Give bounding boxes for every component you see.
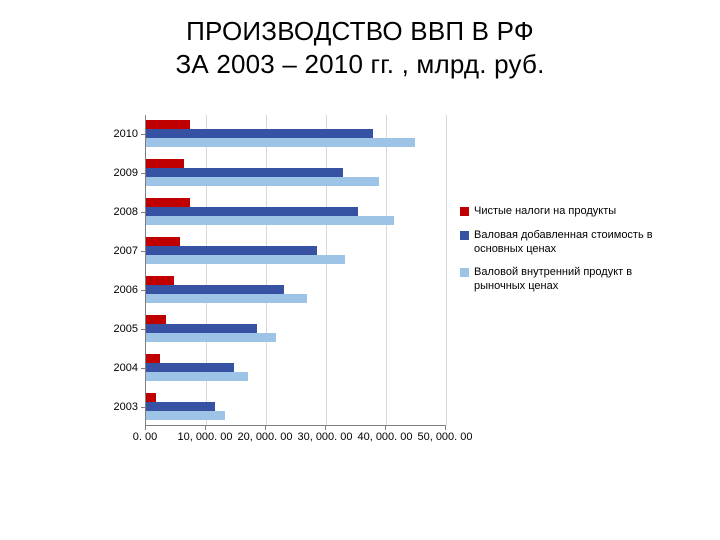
bar [146,168,343,177]
bar [146,216,394,225]
page: ПРОИЗВОДСТВО ВВП В РФ ЗА 2003 – 2010 гг.… [0,0,720,540]
bar [146,237,180,246]
legend-swatch-icon [460,268,469,277]
title-line-2: ЗА 2003 – 2010 гг. , млрд. руб. [175,49,544,79]
bar [146,324,257,333]
chart: 20102009200820072006200520042003 0. 0010… [95,115,655,485]
bar [146,402,215,411]
legend-item: Валовая добавленная стоимость в основных… [460,229,665,257]
x-tick-label: 0. 00 [133,431,157,443]
plot-area: 20102009200820072006200520042003 [145,115,446,426]
x-tick-label: 50, 000. 00 [417,431,472,443]
y-category-label: 2008 [114,206,138,218]
x-tick-label: 30, 000. 00 [297,431,352,443]
bar [146,393,156,402]
bar [146,354,160,363]
y-category-label: 2003 [114,401,138,413]
x-tick-label: 40, 000. 00 [357,431,412,443]
y-category-label: 2005 [114,323,138,335]
bar [146,255,345,264]
bar [146,138,415,147]
bar [146,285,284,294]
chart-title: ПРОИЗВОДСТВО ВВП В РФ ЗА 2003 – 2010 гг.… [0,15,720,80]
bar [146,363,234,372]
legend-label: Валовая добавленная стоимость в основных… [474,229,665,257]
x-tick-label: 10, 000. 00 [177,431,232,443]
x-tick [385,425,386,430]
bar [146,159,184,168]
x-tick-label: 20, 000. 00 [237,431,292,443]
gridline [326,115,327,425]
x-tick [265,425,266,430]
bar [146,411,225,420]
y-category-label: 2009 [114,167,138,179]
bar [146,246,317,255]
x-axis-ticks: 0. 0010, 000. 0020, 000. 0030, 000. 0040… [145,427,445,447]
gridline [446,115,447,425]
bar [146,198,190,207]
legend-label: Чистые налоги на продукты [474,205,665,219]
bar [146,333,276,342]
y-category-label: 2007 [114,245,138,257]
x-tick [145,425,146,430]
bar [146,177,379,186]
x-tick [445,425,446,430]
legend-item: Валовой внутренний продукт в рыночных це… [460,266,665,294]
y-category-label: 2010 [114,128,138,140]
legend-swatch-icon [460,207,469,216]
bar [146,294,307,303]
bar [146,372,248,381]
y-category-label: 2004 [114,362,138,374]
bar [146,315,166,324]
x-tick [205,425,206,430]
y-category-label: 2006 [114,284,138,296]
bar [146,276,174,285]
legend-item: Чистые налоги на продукты [460,205,665,219]
legend: Чистые налоги на продукты Валовая добавл… [460,205,665,304]
bar [146,129,373,138]
legend-swatch-icon [460,231,469,240]
x-tick [325,425,326,430]
gridline [386,115,387,425]
bar [146,120,190,129]
bar [146,207,358,216]
legend-label: Валовой внутренний продукт в рыночных це… [474,266,665,294]
title-line-1: ПРОИЗВОДСТВО ВВП В РФ [186,16,534,46]
gridline [266,115,267,425]
